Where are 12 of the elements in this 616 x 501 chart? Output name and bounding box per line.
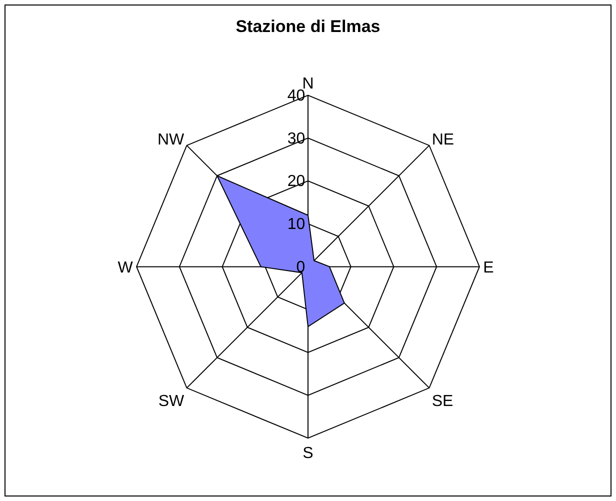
spoke-label: NW: [157, 132, 186, 149]
spoke-label: NE: [432, 132, 454, 149]
spoke-label: S: [302, 444, 314, 462]
spoke-label: W: [118, 259, 134, 276]
y-tick-label: 40: [287, 87, 306, 104]
chart-title: Stazione di Elmas: [236, 16, 380, 36]
y-tick-label: 10: [287, 216, 306, 234]
spoke-label: SE: [432, 392, 454, 410]
spoke-label: SW: [158, 392, 186, 410]
spoke-label: E: [483, 259, 494, 276]
y-tick-label: 0: [296, 258, 306, 276]
y-tick-label: 20: [287, 173, 306, 190]
